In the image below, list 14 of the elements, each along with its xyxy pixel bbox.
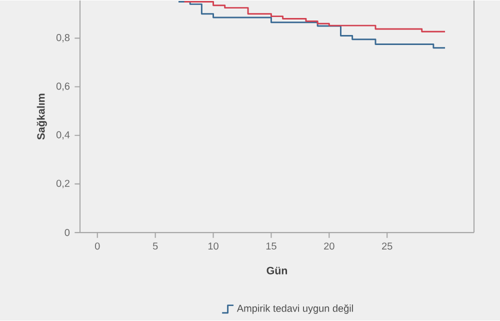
x-tick-label: 15 bbox=[266, 242, 276, 250]
y-tick-label: 0,8 bbox=[56, 34, 70, 43]
x-tick-label: 0 bbox=[95, 242, 100, 250]
legend-label: Ampirik tedavi uygun değil bbox=[236, 304, 353, 314]
x-tick-label: 10 bbox=[208, 242, 218, 250]
x-axis-title: Gün bbox=[266, 267, 288, 275]
y-tick-label: 0 bbox=[64, 229, 70, 236]
x-tick-label: 20 bbox=[324, 242, 334, 250]
y-axis-title: Sağkalım bbox=[36, 94, 47, 140]
y-tick-label: 0,2 bbox=[56, 180, 70, 188]
y-tick-label: 0,4 bbox=[56, 131, 70, 140]
y-tick-label: 0,6 bbox=[56, 82, 70, 92]
x-tick-label: 5 bbox=[152, 242, 158, 250]
x-tick-label: 25 bbox=[382, 242, 392, 250]
